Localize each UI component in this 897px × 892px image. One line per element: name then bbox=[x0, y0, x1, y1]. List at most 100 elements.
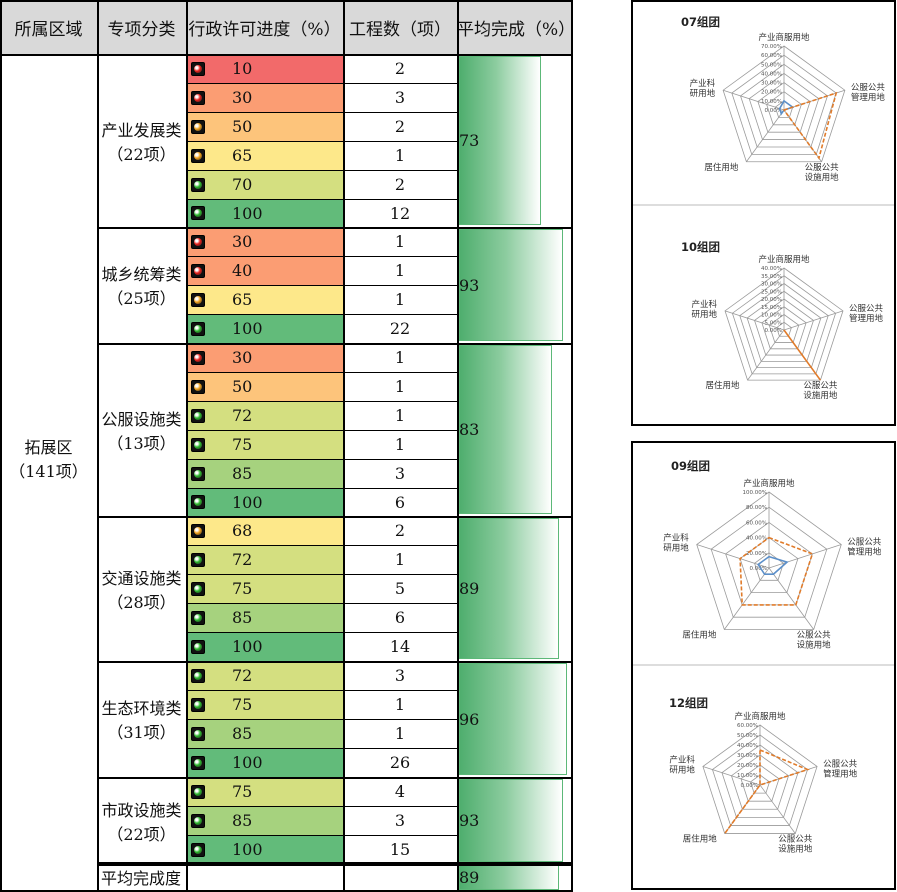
count-cell: 3 bbox=[343, 806, 457, 835]
grid-line bbox=[0, 890, 573, 892]
count-value: 22 bbox=[389, 319, 411, 338]
header-cell: 平均完成（%） bbox=[457, 0, 575, 54]
grid-line bbox=[0, 0, 573, 2]
progress-value: 50 bbox=[232, 117, 253, 136]
grid-line bbox=[186, 459, 457, 460]
progress-value: 85 bbox=[232, 608, 253, 627]
category-cell: 公服设施类 （13项） bbox=[97, 343, 186, 516]
average-value: 96 bbox=[459, 709, 480, 729]
average-databar bbox=[459, 864, 559, 890]
grid-line bbox=[186, 372, 457, 373]
count-value: 5 bbox=[394, 579, 406, 598]
average-cell: 73 bbox=[457, 54, 573, 227]
progress-cell: 30 bbox=[186, 227, 343, 256]
progress-cell: 68 bbox=[186, 516, 343, 545]
status-light-icon bbox=[191, 784, 205, 799]
progress-value: 100 bbox=[232, 319, 263, 338]
count-value: 14 bbox=[389, 637, 411, 656]
count-value: 6 bbox=[394, 608, 406, 627]
header-cell: 工程数（项） bbox=[343, 0, 457, 54]
footer-average-value: 89 bbox=[459, 867, 480, 887]
progress-cell: 72 bbox=[186, 661, 343, 690]
average-value: 83 bbox=[459, 420, 480, 439]
progress-value: 75 bbox=[232, 782, 253, 801]
count-cell: 6 bbox=[343, 603, 457, 632]
footer-label: 平均完成度 bbox=[101, 869, 182, 888]
count-cell: 1 bbox=[343, 227, 457, 256]
progress-cell: 75 bbox=[186, 574, 343, 603]
grid-line bbox=[457, 0, 459, 892]
grid-line bbox=[186, 719, 457, 720]
grid-line bbox=[186, 170, 457, 171]
status-light-icon bbox=[191, 177, 205, 192]
grid-line bbox=[186, 748, 457, 749]
count-value: 1 bbox=[394, 435, 406, 454]
progress-value: 30 bbox=[232, 348, 253, 367]
grid-line bbox=[186, 256, 457, 257]
status-light-icon bbox=[191, 437, 205, 452]
count-cell: 1 bbox=[343, 372, 457, 401]
category-count: （25项） bbox=[107, 289, 176, 308]
count-cell: 2 bbox=[343, 516, 457, 545]
progress-value: 85 bbox=[232, 464, 253, 483]
status-light-icon bbox=[191, 206, 205, 220]
average-value: 89 bbox=[459, 579, 480, 598]
average-databar bbox=[459, 345, 553, 514]
region-cell: 拓展区 （141项） bbox=[0, 54, 97, 862]
count-cell: 1 bbox=[343, 545, 457, 574]
count-cell: 1 bbox=[343, 256, 457, 285]
grid-line bbox=[186, 806, 457, 807]
grid-line bbox=[97, 516, 573, 518]
count-value: 1 bbox=[394, 348, 406, 367]
progress-cell: 40 bbox=[186, 256, 343, 285]
grid-line bbox=[186, 112, 457, 113]
status-light-icon bbox=[191, 119, 205, 134]
status-light-icon bbox=[191, 61, 205, 76]
progress-table: 所属区域 专项分类 行政许可进度（%） 工程数（项） 平均完成（%） 10 2 30 3 50 2 6… bbox=[0, 0, 575, 892]
progress-cell: 50 bbox=[186, 372, 343, 401]
grid-line bbox=[97, 0, 99, 892]
progress-value: 100 bbox=[232, 840, 263, 859]
status-light-icon bbox=[191, 321, 205, 336]
progress-cell: 30 bbox=[186, 83, 343, 112]
count-value: 3 bbox=[394, 464, 406, 483]
progress-cell: 65 bbox=[186, 141, 343, 170]
grid-line bbox=[343, 0, 345, 892]
progress-value: 40 bbox=[232, 261, 253, 280]
progress-cell: 85 bbox=[186, 806, 343, 835]
category-name: 公服设施类 bbox=[101, 409, 182, 429]
radar-panel-top bbox=[631, 0, 896, 426]
grid-line bbox=[186, 574, 457, 575]
progress-cell: 100 bbox=[186, 199, 343, 227]
progress-value: 75 bbox=[232, 695, 253, 714]
count-value: 3 bbox=[394, 88, 406, 107]
average-databar bbox=[459, 779, 564, 862]
progress-cell: 10 bbox=[186, 54, 343, 83]
status-light-icon bbox=[191, 234, 205, 249]
progress-cell: 75 bbox=[186, 690, 343, 719]
region-count: （141项） bbox=[9, 462, 88, 481]
progress-cell: 85 bbox=[186, 719, 343, 748]
progress-cell: 65 bbox=[186, 285, 343, 314]
progress-value: 72 bbox=[232, 666, 253, 685]
category-cell: 市政设施类 （22项） bbox=[97, 777, 186, 864]
progress-value: 50 bbox=[232, 377, 253, 396]
header-label: 所属区域 bbox=[14, 19, 83, 40]
footer-label-cell: 平均完成度 bbox=[97, 862, 457, 892]
count-value: 4 bbox=[394, 782, 406, 801]
grid-line bbox=[97, 343, 573, 345]
progress-value: 72 bbox=[232, 550, 253, 569]
grid-line bbox=[186, 835, 457, 836]
grid-line bbox=[186, 199, 457, 200]
count-value: 2 bbox=[394, 59, 406, 78]
status-light-icon bbox=[191, 523, 205, 538]
progress-cell: 72 bbox=[186, 401, 343, 430]
footer-average-cell: 89 bbox=[457, 862, 573, 892]
status-light-icon bbox=[191, 90, 205, 105]
status-light-icon bbox=[191, 842, 205, 857]
status-light-icon bbox=[191, 292, 205, 307]
count-value: 1 bbox=[394, 261, 406, 280]
category-cell: 城乡统筹类 （25项） bbox=[97, 227, 186, 343]
status-light-icon bbox=[191, 610, 205, 625]
grid-line bbox=[186, 430, 457, 431]
